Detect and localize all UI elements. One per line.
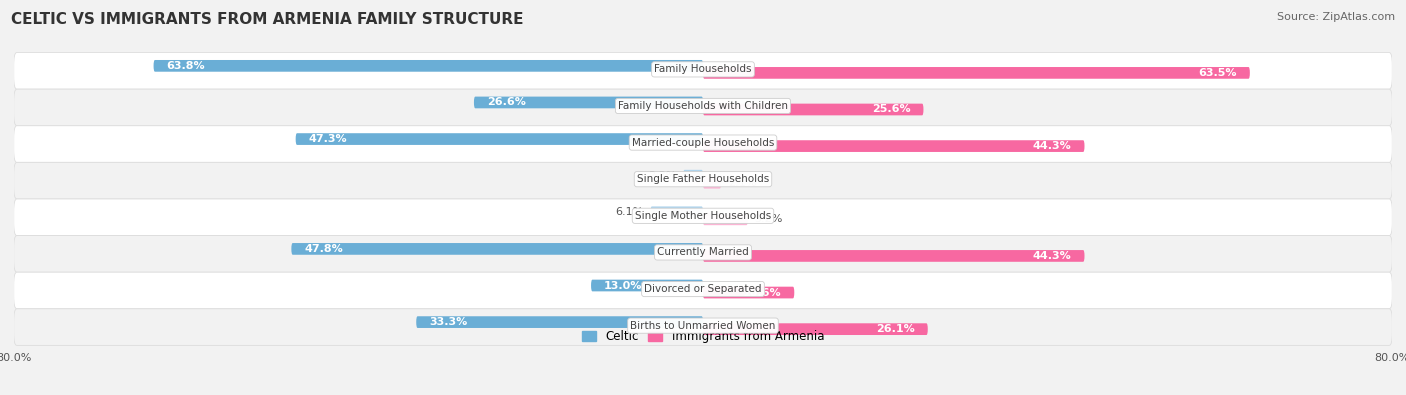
- FancyBboxPatch shape: [416, 316, 703, 328]
- FancyBboxPatch shape: [591, 280, 703, 292]
- Text: Single Father Households: Single Father Households: [637, 174, 769, 184]
- Text: 33.3%: 33.3%: [429, 317, 467, 327]
- Text: Divorced or Separated: Divorced or Separated: [644, 284, 762, 294]
- FancyBboxPatch shape: [703, 323, 928, 335]
- FancyBboxPatch shape: [291, 243, 703, 255]
- Text: Source: ZipAtlas.com: Source: ZipAtlas.com: [1277, 12, 1395, 22]
- FancyBboxPatch shape: [683, 170, 703, 182]
- Text: CELTIC VS IMMIGRANTS FROM ARMENIA FAMILY STRUCTURE: CELTIC VS IMMIGRANTS FROM ARMENIA FAMILY…: [11, 12, 524, 27]
- Text: 47.8%: 47.8%: [304, 244, 343, 254]
- FancyBboxPatch shape: [14, 235, 1392, 272]
- FancyBboxPatch shape: [474, 97, 703, 108]
- Text: Family Households with Children: Family Households with Children: [619, 101, 787, 111]
- Text: 26.1%: 26.1%: [876, 324, 915, 334]
- Text: 47.3%: 47.3%: [308, 134, 347, 144]
- Text: Married-couple Households: Married-couple Households: [631, 137, 775, 148]
- FancyBboxPatch shape: [703, 140, 1084, 152]
- Text: Currently Married: Currently Married: [657, 247, 749, 258]
- FancyBboxPatch shape: [295, 133, 703, 145]
- FancyBboxPatch shape: [703, 213, 748, 225]
- Text: 26.6%: 26.6%: [486, 98, 526, 107]
- Text: Single Mother Households: Single Mother Households: [636, 211, 770, 221]
- Text: 63.8%: 63.8%: [166, 61, 205, 71]
- FancyBboxPatch shape: [703, 287, 794, 298]
- FancyBboxPatch shape: [703, 177, 721, 188]
- Text: 2.1%: 2.1%: [728, 178, 756, 188]
- FancyBboxPatch shape: [703, 67, 1250, 79]
- FancyBboxPatch shape: [14, 89, 1392, 126]
- Text: 5.2%: 5.2%: [755, 214, 783, 224]
- FancyBboxPatch shape: [703, 250, 1084, 262]
- FancyBboxPatch shape: [651, 207, 703, 218]
- FancyBboxPatch shape: [14, 126, 1392, 162]
- FancyBboxPatch shape: [14, 53, 1392, 89]
- FancyBboxPatch shape: [14, 162, 1392, 199]
- Text: 44.3%: 44.3%: [1033, 141, 1071, 151]
- FancyBboxPatch shape: [14, 199, 1392, 235]
- Text: Births to Unmarried Women: Births to Unmarried Women: [630, 321, 776, 331]
- FancyBboxPatch shape: [703, 103, 924, 115]
- Text: 6.1%: 6.1%: [616, 207, 644, 217]
- Text: 25.6%: 25.6%: [872, 105, 911, 115]
- FancyBboxPatch shape: [153, 60, 703, 72]
- Text: Family Households: Family Households: [654, 64, 752, 74]
- FancyBboxPatch shape: [14, 309, 1392, 345]
- Text: 2.3%: 2.3%: [648, 171, 676, 181]
- Legend: Celtic, Immigrants from Armenia: Celtic, Immigrants from Armenia: [576, 325, 830, 348]
- FancyBboxPatch shape: [14, 272, 1392, 309]
- Text: 44.3%: 44.3%: [1033, 251, 1071, 261]
- Text: 63.5%: 63.5%: [1198, 68, 1237, 78]
- Text: 10.6%: 10.6%: [742, 288, 782, 297]
- Text: 13.0%: 13.0%: [605, 280, 643, 290]
